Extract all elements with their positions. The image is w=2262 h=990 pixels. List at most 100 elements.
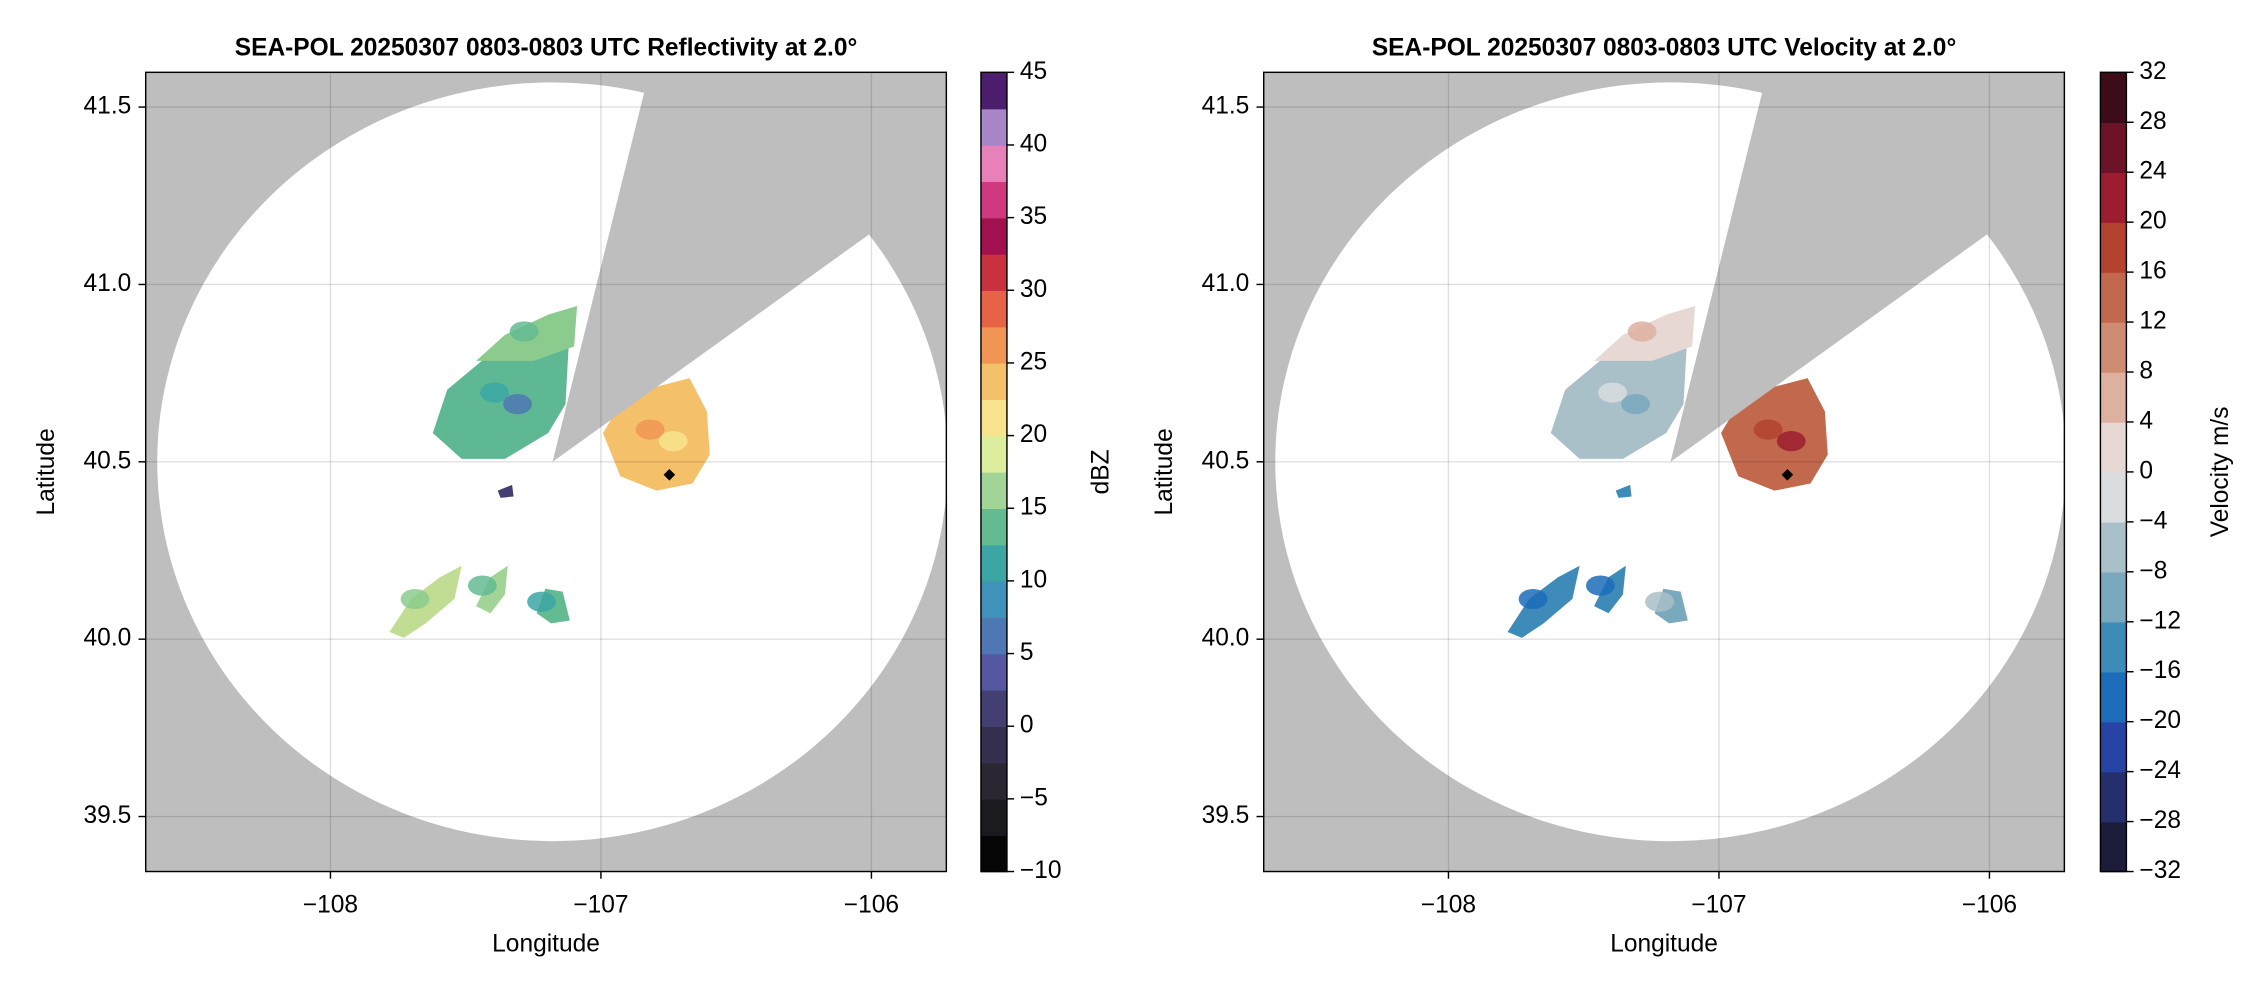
colorbar-segment [2100,172,2127,223]
colorbar-segment [980,835,1007,873]
echo-core [658,431,688,452]
colorbar-segment [980,544,1007,582]
echo-core [1776,431,1806,452]
axes-frame [1262,71,2066,873]
y-tick-label: 39.5 [84,802,132,829]
colorbar-segment [2100,771,2127,823]
colorbar-label: dBZ [1088,449,1115,494]
echo-core [1753,419,1783,440]
colorbar-tick-label: 0 [2139,457,2153,484]
colorbar-tick-label: −8 [2139,557,2167,584]
x-axis-label: Longitude [1610,931,1718,958]
chart-title: SEA-POL 20250307 0803-0803 UTC Velocity … [1372,35,1956,62]
colorbar-segment [980,726,1007,764]
x-axis-label: Longitude [492,931,600,958]
echo-core [1621,394,1651,415]
radar-site-marker [1781,469,1794,481]
chart-title: SEA-POL 20250307 0803-0803 UTC Reflectiv… [235,35,858,62]
axes-frame [144,71,948,873]
echo-core [527,591,556,612]
echo-region [1615,484,1632,498]
plot-area: −108 −107 −106 39.5 40.0 40.5 41.0 41.5 SEA-POL … [1151,35,2234,958]
colorbar-segment [2100,471,2127,523]
colorbar-tick-label: 10 [1020,566,1047,593]
colorbar-tick-label: 24 [2139,158,2166,185]
colorbar-segment [980,181,1007,219]
colorbar-segment [2100,372,2127,423]
colorbar-segment [980,435,1007,473]
colorbar-segment [980,508,1007,546]
colorbar-segment [980,144,1007,183]
colorbar-segment [980,689,1007,727]
colorbar-tick-label: 12 [2139,308,2166,335]
echo-region [497,484,514,498]
plot-area: −108 −107 −106 39.5 40.0 40.5 41.0 41.5 SEA-POL … [33,35,1115,958]
colorbar-segment [2100,571,2127,623]
echo-core [467,575,497,596]
colorbar-segment [980,108,1007,146]
colorbar-segment [980,580,1007,618]
colorbar-segment [980,471,1007,509]
colorbar-label: Velocity m/s [2207,407,2234,538]
colorbar-tick-label: −5 [1020,784,1048,811]
plot-content [145,72,947,872]
colorbar-frame [980,71,1008,873]
colorbar-tick-label: 40 [1020,130,1047,157]
echo-core [400,588,430,610]
echo-core [1645,591,1674,612]
colorbar-segment [980,399,1007,437]
colorbar-segment [2100,322,2127,373]
colorbar-segment [980,326,1007,364]
colorbar-tick-label: −32 [2139,857,2181,884]
colorbar-tick-label: 16 [2139,258,2166,285]
echo-core [1598,382,1627,403]
plot-content [1263,72,2065,872]
x-tick-label: −106 [1962,892,2017,919]
colorbar-tick-label: −10 [1020,857,1062,884]
colorbar-tick-label: 30 [1020,276,1047,303]
colorbar-tick-label: 28 [2139,108,2166,135]
echo-core [635,419,665,440]
y-tick-label: 41.5 [84,93,132,120]
colorbar-segment [980,617,1007,655]
x-tick-label: −107 [573,892,628,919]
colorbar-segment [980,653,1007,691]
y-tick-label: 40.0 [1202,625,1250,652]
colorbar-tick-label: −12 [2139,607,2181,634]
y-tick-label: 39.5 [1202,802,1250,829]
y-tick-label: 40.5 [84,447,132,474]
colorbar-segment [2100,421,2127,473]
colorbar-segment [2100,521,2127,573]
colorbar-tick-label: 8 [2139,358,2153,385]
echo-core [1627,321,1657,342]
colorbar-tick-label: −24 [2139,757,2181,784]
colorbar-segment [2100,272,2127,323]
colorbar-segment [980,72,1007,110]
colorbar-tick-label: −4 [2139,507,2167,534]
colorbar-tick-label: 15 [1020,494,1047,521]
colorbar-tick-label: 35 [1020,203,1047,230]
echo-core [1518,588,1548,610]
echo-core [480,382,509,403]
colorbar-tick-label: −16 [2139,657,2181,684]
y-tick-label: 41.0 [1202,270,1250,297]
colorbar-segment [980,362,1007,400]
x-tick-label: −106 [844,892,899,919]
y-axis-label: Latitude [1151,428,1178,515]
y-tick-label: 41.0 [84,270,132,297]
colorbar-tick-label: 32 [2139,58,2166,85]
colorbar-segment [2100,671,2127,723]
colorbar-segment [2100,721,2127,773]
colorbar-segment [2100,621,2127,673]
colorbar-tick-label: −28 [2139,807,2181,834]
y-tick-label: 40.0 [84,625,132,652]
echo-core [509,321,539,342]
x-tick-label: −108 [303,892,358,919]
colorbar-tick-label: 0 [1020,712,1034,739]
y-axis-label: Latitude [33,428,60,515]
colorbar-tick-label: 25 [1020,348,1047,375]
y-tick-label: 40.5 [1202,447,1250,474]
colorbar-tick-label: 20 [1020,421,1047,448]
